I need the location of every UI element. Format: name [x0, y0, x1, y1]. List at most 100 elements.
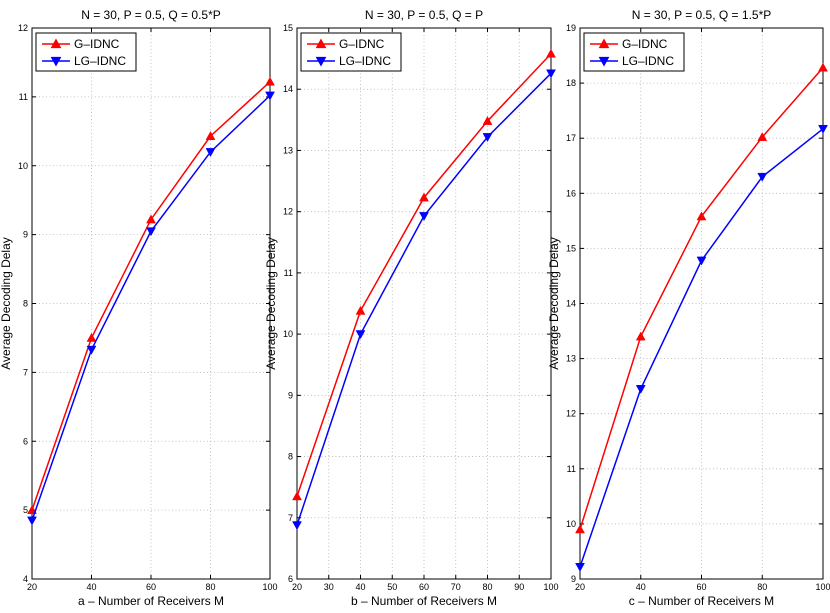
panel-a-series-0-point-0: [27, 505, 37, 514]
panel-a-ytick-label-6: 10: [18, 161, 28, 171]
panel-b-series-0-line: [296, 53, 552, 497]
panel-c-legend-marker-0: [598, 38, 610, 49]
panel-a-ytick-label-3: 7: [23, 367, 28, 377]
panel-c-legend-label-1: LG–IDNC: [622, 54, 674, 68]
panel-b-legend-label-0: G–IDNC: [339, 37, 385, 51]
panel-a-xlabel: a – Number of Receivers M: [78, 594, 224, 608]
panel-c-ytick-label-10: 19: [566, 23, 576, 33]
panel-b-ylabel: Average Decoding Delay: [264, 237, 278, 370]
panel-b-series-1-point-0: [292, 521, 302, 531]
panel-b-legend-label-1: LG–IDNC: [339, 54, 391, 68]
panel-b-legend: G–IDNC LG–IDNC: [300, 32, 402, 72]
panel-b-ytick-label-8: 14: [283, 84, 293, 94]
panel-a-series-0-line: [31, 81, 271, 511]
panel-b-xtick-label-4: 60: [419, 582, 429, 592]
panel-c-xtick-label-2: 60: [696, 582, 706, 592]
panel-a-legend: G–IDNC LG–IDNC: [35, 32, 137, 72]
panel-b-series-0-point-4: [546, 48, 556, 58]
panel-b-xtick-label-8: 100: [543, 582, 558, 592]
panel-c-ytick-label-9: 18: [566, 78, 576, 88]
panel-c-ytick-label-1: 10: [566, 519, 576, 529]
panel-b-ytick-label-5: 11: [284, 268, 293, 278]
panel-a: 20 40 60 80 100 4 5 6 7 8 9 10 11 12 N = 30, P = 0.5, …: [0, 8, 278, 608]
panel-b: 20 30 40 50 60 70 80 90 100 6 7 8 9 10 11 12 13 14 15 N = 3…: [264, 8, 559, 608]
panel-b-series-1-point-2: [419, 212, 429, 221]
panel-a-series-1-point-0: [27, 516, 37, 526]
panel-b-xtick-label-7: 90: [514, 582, 524, 592]
panel-c-ylabel: Average Decoding Delay: [547, 237, 561, 370]
panel-c-series-0-point-3: [757, 132, 768, 141]
panel-b-series-1-line: [296, 72, 552, 526]
panel-c-title: N = 30, P = 0.5, Q = 1.5*P: [632, 8, 772, 22]
panel-a-xtick-label-2: 60: [146, 582, 156, 592]
panel-a-series-1-point-1: [86, 345, 97, 355]
panel-c-series-0-point-4: [818, 62, 828, 72]
panel-b-ytick-label-2: 8: [288, 452, 293, 462]
panel-a-ytick-label-0: 4: [23, 574, 28, 584]
panel-b-series-0-point-0: [292, 491, 302, 501]
panel-a-ytick-label-4: 8: [23, 299, 28, 309]
panel-c-ytick-label-4: 13: [566, 354, 576, 364]
panel-b-title: N = 30, P = 0.5, Q = P: [365, 8, 483, 22]
panel-c-series-1-point-4: [818, 124, 828, 134]
panel-c-ytick-label-6: 15: [566, 243, 576, 253]
panel-c-series-0-point-1: [635, 331, 646, 341]
panel-a-series-1-point-3: [205, 148, 216, 157]
panel-c-ytick-label-8: 17: [566, 133, 576, 143]
panel-a-xtick-label-3: 80: [205, 582, 215, 592]
panel-a-ytick-label-5: 9: [23, 230, 28, 240]
panel-b-legend-box: [300, 32, 402, 72]
panel-c-legend-label-0: G–IDNC: [622, 37, 668, 51]
panel-c-legend-marker-1: [598, 56, 610, 67]
panel-c-series-1-point-0: [575, 563, 585, 572]
panel-b-legend-marker-1: [315, 56, 327, 67]
panel-c-xtick-label-3: 80: [757, 582, 767, 592]
panel-a-title: N = 30, P = 0.5, Q = 0.5*P: [81, 8, 221, 22]
panel-a-ytick-label-8: 12: [18, 23, 28, 33]
panel-c-xlabel: c – Number of Receivers M: [629, 594, 774, 608]
panel-b-series-0-point-2: [419, 192, 429, 202]
panel-c-series-1-point-2: [696, 256, 707, 266]
panel-c-legend-box: [583, 32, 685, 72]
panel-c-ytick-label-2: 11: [567, 464, 576, 474]
panel-b-ytick-label-9: 15: [283, 23, 293, 33]
panel-a-ylabel: Average Decoding Delay: [0, 237, 13, 370]
panel-a-xtick-label-4: 100: [262, 582, 277, 592]
panel-b-series-1-point-3: [482, 133, 493, 142]
panel-a-xtick-label-0: 20: [27, 582, 37, 592]
panel-c-legend: G–IDNC LG–IDNC: [583, 32, 685, 72]
panel-a-series-1-line: [31, 94, 271, 521]
panel-c-ytick-label-0: 9: [571, 574, 576, 584]
panel-b-ytick-label-7: 13: [283, 145, 293, 155]
panel-b-xtick-label-2: 40: [355, 582, 365, 592]
panel-b-ytick-label-6: 12: [283, 207, 293, 217]
panel-a-series-0-point-2: [146, 214, 156, 224]
panel-b-xtick-label-1: 30: [324, 582, 334, 592]
panel-a-legend-label-1: LG–IDNC: [74, 54, 126, 68]
panel-a-ytick-label-1: 5: [23, 505, 28, 515]
panel-a-ytick-label-7: 11: [19, 92, 28, 102]
panel-b-xtick-label-5: 70: [451, 582, 461, 592]
panel-a-legend-marker-1: [50, 56, 62, 67]
panel-b-legend-marker-0: [315, 38, 327, 49]
panel-c-xtick-label-4: 100: [815, 582, 830, 592]
panel-a-xtick-label-1: 40: [86, 582, 96, 592]
panel-a-legend-marker-0: [50, 38, 62, 49]
panel-b-ytick-label-3: 9: [288, 390, 293, 400]
panel-a-legend-label-0: G–IDNC: [74, 37, 120, 51]
panel-a-legend-box: [35, 32, 137, 72]
panel-b-ytick-label-0: 6: [288, 574, 293, 584]
panel-b-ytick-label-1: 7: [288, 513, 293, 523]
panel-c-xtick-label-1: 40: [636, 582, 646, 592]
panel-b-xtick-label-0: 20: [292, 582, 302, 592]
panel-c-series-1-point-3: [757, 172, 768, 182]
panel-b-xlabel: b – Number of Receivers M: [351, 594, 497, 608]
panel-c-ytick-label-5: 14: [566, 299, 576, 309]
panel-c-series-1-point-1: [635, 385, 646, 394]
panel-b-series-1-point-4: [546, 69, 556, 79]
panel-c-xtick-label-0: 20: [575, 582, 585, 592]
panel-a-series-0-point-3: [205, 131, 216, 140]
panel-a-series-0-point-4: [265, 76, 275, 86]
panel-c-series-0-point-2: [696, 211, 707, 221]
panel-c: 20 40 60 80 100 9 10 11 12 13 14 15 16 17 18 19 N = 30, …: [547, 8, 830, 608]
